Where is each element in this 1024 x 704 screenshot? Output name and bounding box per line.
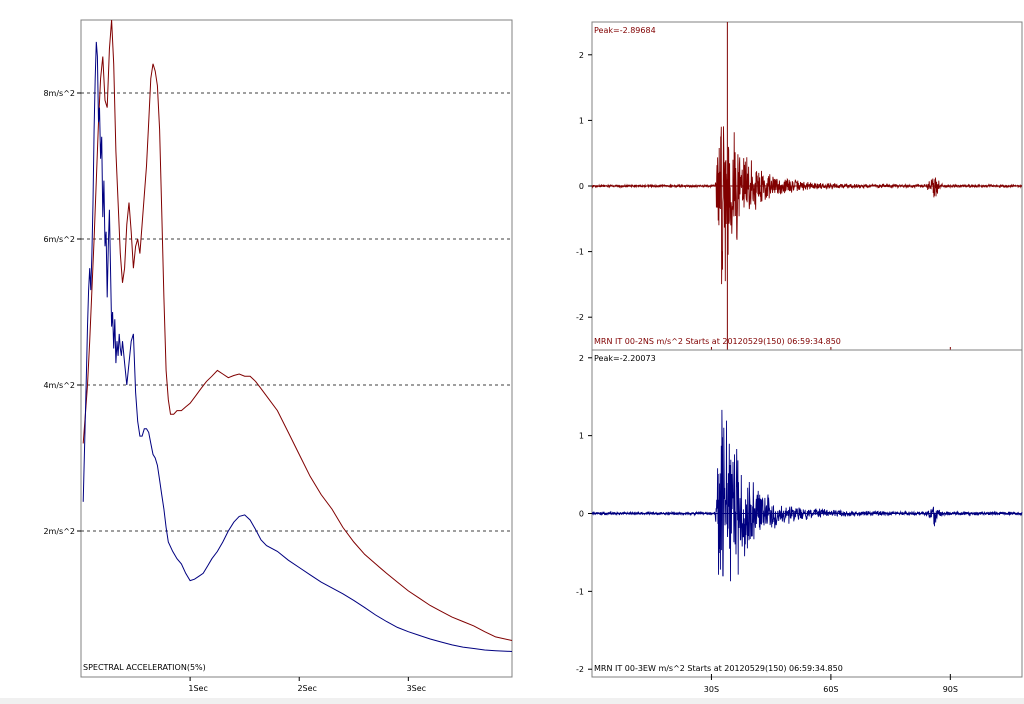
ns-trace [591, 22, 1023, 350]
seismo-y-tick-label: -1 [576, 248, 584, 257]
seismo-y-tick-label: 2 [579, 51, 584, 60]
ns-peak-label: Peak=-2.89684 [594, 26, 656, 35]
spectral-x-tick-label: 1Sec [188, 684, 208, 693]
seismo-x-tick-label: 90S [943, 685, 958, 694]
spectral-y-tick-label: 8m/s^2 [43, 89, 75, 98]
seismo-y-tick-label: -1 [576, 587, 584, 596]
ew-footer-label: MRN IT 00-3EW m/s^2 Starts at 20120529(1… [594, 664, 843, 673]
spectral-x-tick-labels: 1Sec 2Sec 3Sec [188, 677, 426, 693]
seismo-y-tick-label: 2 [579, 354, 584, 363]
spectral-y-tick-label: 6m/s^2 [43, 235, 75, 244]
spectral-plot-frame [80, 19, 513, 678]
spectral-acceleration-chart: 2m/s^2 4m/s^2 6m/s^2 8m/s^2 1Sec 2Sec 3Sec SP… [43, 19, 513, 693]
seismo-waveform-line [591, 126, 1023, 285]
ns-footer-label: MRN IT 00-2NS m/s^2 Starts at 20120529(1… [594, 337, 841, 346]
spectral-series-ew-line [82, 41, 513, 652]
spectral-series [82, 19, 513, 652]
seismo-x-tick-label: 30S [704, 685, 719, 694]
spectral-series-ns-line [82, 19, 513, 641]
seismo-y-tick-label: -2 [576, 313, 584, 322]
spectral-x-tick-label: 3Sec [407, 684, 427, 693]
spectral-y-tick-labels: 2m/s^2 4m/s^2 6m/s^2 8m/s^2 [43, 89, 81, 536]
seismo-y-tick-label: -2 [576, 665, 584, 674]
ew-peak-label: Peak=-2.20073 [594, 354, 656, 363]
spectral-y-tick-label: 4m/s^2 [43, 381, 75, 390]
status-strip [0, 698, 1024, 704]
seismo-y-tick-label: 1 [579, 432, 584, 441]
spectral-x-tick-label: 2Sec [297, 684, 317, 693]
seismo-y-tick-label: 0 [579, 510, 584, 519]
seismo-y-tick-label: 1 [579, 116, 584, 125]
ew-tick-labels: 2 1 0 -1 -2 30S 60S 90S [576, 354, 958, 694]
spectral-y-tick-label: 2m/s^2 [43, 527, 75, 536]
spectral-title: SPECTRAL ACCELERATION(5%) [83, 663, 206, 672]
ew-seismogram-chart: 2 1 0 -1 -2 30S 60S 90S Peak=-2.20073 MRN IT 00… [576, 349, 1023, 694]
seismo-y-tick-label: 0 [579, 182, 584, 191]
seismo-waveform-line [591, 409, 1023, 582]
seismo-x-tick-label: 60S [823, 685, 838, 694]
ew-trace [591, 409, 1023, 582]
